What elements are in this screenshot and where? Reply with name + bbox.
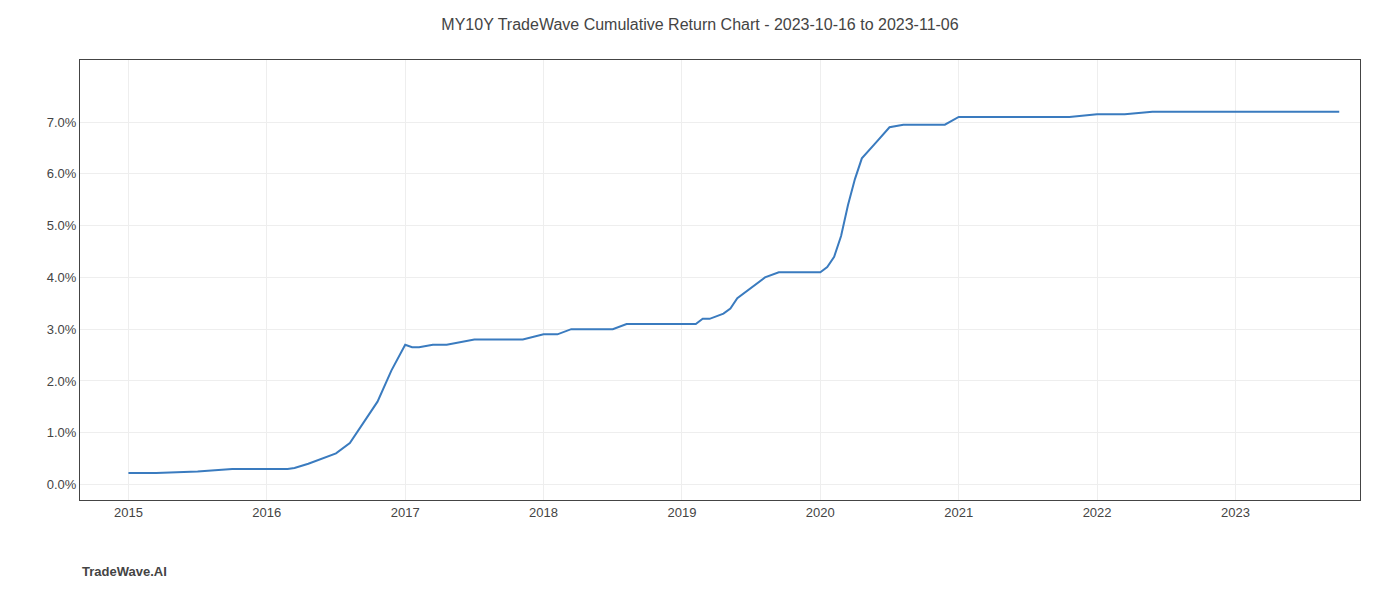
svg-text:7.0%: 7.0% bbox=[47, 115, 77, 130]
svg-text:1.0%: 1.0% bbox=[47, 425, 77, 440]
svg-text:2016: 2016 bbox=[252, 505, 281, 520]
svg-text:2020: 2020 bbox=[806, 505, 835, 520]
svg-text:2.0%: 2.0% bbox=[47, 373, 77, 388]
svg-text:5.0%: 5.0% bbox=[47, 218, 77, 233]
svg-text:2018: 2018 bbox=[529, 505, 558, 520]
svg-text:TradeWave.AI: TradeWave.AI bbox=[82, 564, 167, 579]
svg-text:2015: 2015 bbox=[114, 505, 143, 520]
svg-text:0.0%: 0.0% bbox=[47, 477, 77, 492]
svg-text:2017: 2017 bbox=[391, 505, 420, 520]
svg-text:4.0%: 4.0% bbox=[47, 270, 77, 285]
svg-text:3.0%: 3.0% bbox=[47, 322, 77, 337]
svg-text:2021: 2021 bbox=[944, 505, 973, 520]
svg-text:2023: 2023 bbox=[1221, 505, 1250, 520]
svg-text:6.0%: 6.0% bbox=[47, 166, 77, 181]
svg-text:2019: 2019 bbox=[667, 505, 696, 520]
svg-text:MY10Y TradeWave Cumulative Ret: MY10Y TradeWave Cumulative Return Chart … bbox=[441, 16, 958, 33]
svg-text:2022: 2022 bbox=[1083, 505, 1112, 520]
